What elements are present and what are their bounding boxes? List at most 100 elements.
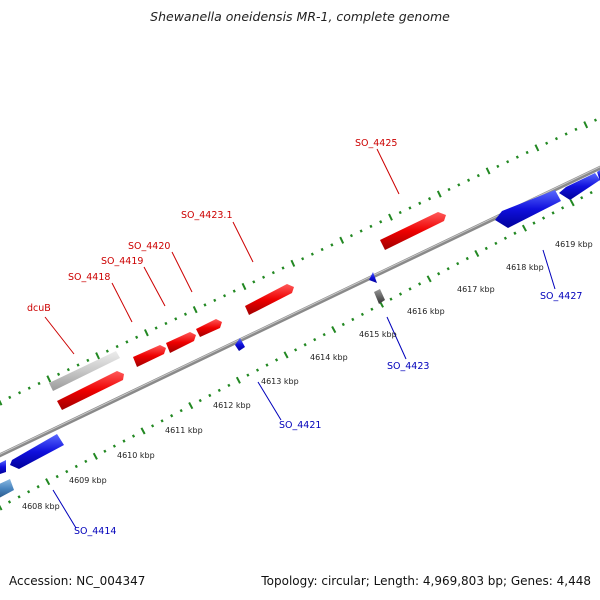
tick-mark: [143, 329, 149, 337]
gene-labels: dcuB SO_4418 SO_4419 SO_4420 SO_4423.1 S…: [27, 138, 582, 537]
callout-lines: [44, 148, 556, 529]
tick-mark: [428, 197, 432, 201]
tick-mark: [294, 348, 298, 352]
tick-mark: [183, 312, 187, 316]
tick-mark: [55, 474, 59, 479]
tick-mark: [341, 322, 345, 327]
tick-mark: [246, 373, 250, 377]
tick-mark: [86, 358, 90, 363]
callout-SO_4423.1: [232, 221, 254, 263]
tick-mark: [198, 398, 202, 403]
tick-mark: [485, 167, 491, 175]
tick-mark: [76, 363, 80, 367]
tick-mark: [506, 160, 510, 164]
tick-mark: [310, 252, 314, 256]
tick-mark: [252, 280, 256, 284]
callout-SO_4420: [171, 251, 193, 293]
tick-mark: [418, 282, 422, 286]
callout-SO_4414: [52, 489, 77, 529]
callout-SO_4419: [143, 266, 166, 307]
tick-mark: [115, 344, 119, 349]
tick-mark: [154, 326, 158, 330]
tick-mark: [426, 275, 432, 283]
tick-mark: [474, 249, 480, 258]
tick-mark: [359, 229, 363, 233]
tick-mark: [513, 231, 517, 235]
tick-mark: [580, 196, 584, 200]
kbp-label: 4609 kbp: [69, 476, 107, 485]
tick-mark: [160, 419, 164, 423]
tick-mark: [265, 363, 269, 367]
gene-red-5[interactable]: [245, 284, 294, 315]
tick-mark: [313, 337, 317, 342]
tick-mark: [398, 292, 403, 296]
gene-pseudo-dcuB[interactable]: [49, 351, 120, 391]
genome-backbone: [0, 165, 600, 458]
tick-mark: [232, 289, 236, 293]
gene-blue-2[interactable]: [10, 434, 64, 469]
label-SO_4425: SO_4425: [355, 138, 397, 149]
gene-red-2[interactable]: [133, 345, 166, 367]
tick-mark: [125, 340, 129, 344]
tick-mark: [151, 424, 155, 428]
tick-mark: [103, 449, 107, 453]
tick-mark: [574, 127, 578, 132]
tick-mark: [131, 434, 136, 438]
tick-mark: [418, 201, 422, 205]
gene-blue-3[interactable]: [235, 338, 245, 351]
tick-mark: [281, 266, 285, 270]
tick-mark: [203, 303, 207, 307]
gene-red-3[interactable]: [166, 332, 196, 353]
gene-red-4[interactable]: [196, 319, 222, 337]
tick-mark: [46, 375, 52, 383]
tick-mark: [208, 393, 212, 398]
tick-mark: [330, 243, 334, 247]
callout-SO_4421: [257, 381, 282, 421]
tick-mark: [437, 272, 441, 276]
tick-mark: [27, 386, 31, 390]
tick-mark: [18, 391, 22, 395]
tick-mark: [503, 236, 507, 240]
gene-blue-6[interactable]: [559, 173, 600, 200]
tick-mark: [331, 326, 337, 334]
tick-mark: [179, 408, 183, 413]
tick-mark: [235, 376, 241, 384]
tick-mark: [408, 287, 412, 291]
tick-mark: [360, 312, 364, 317]
tick-mark: [569, 199, 575, 207]
gene-grey-small[interactable]: [374, 289, 385, 304]
tick-mark: [534, 144, 540, 152]
tick-mark: [174, 317, 178, 321]
kbp-label: 4608 kbp: [22, 502, 60, 511]
tick-mark: [301, 257, 305, 261]
gene-blue-5[interactable]: [495, 190, 561, 228]
gene-steel-1[interactable]: [0, 479, 14, 498]
tick-mark: [135, 335, 139, 339]
gene-red-1[interactable]: [57, 371, 124, 410]
tick-mark: [303, 343, 307, 347]
tick-mark: [436, 190, 442, 198]
callout-SO_4423: [386, 316, 407, 360]
gene-blue-4[interactable]: [369, 272, 377, 283]
tick-mark: [17, 495, 21, 499]
tick-mark: [322, 332, 326, 337]
tick-mark: [369, 224, 373, 229]
kbp-label: 4619 kbp: [555, 240, 593, 249]
callout-SO_4418: [111, 282, 133, 323]
label-SO_4419: SO_4419: [101, 256, 143, 267]
tick-mark: [36, 485, 40, 489]
kbp-label: 4610 kbp: [117, 451, 155, 460]
tick-mark: [521, 224, 527, 232]
tick-mark: [564, 132, 568, 136]
tick-mark: [551, 211, 555, 215]
label-SO_4418: SO_4418: [68, 272, 110, 283]
kbp-label: 4613 kbp: [261, 377, 299, 386]
callout-SO_4425: [376, 148, 400, 195]
tick-mark: [484, 246, 488, 251]
gene-blue-7[interactable]: [597, 170, 600, 181]
gene-blue-1[interactable]: [0, 460, 6, 474]
kbp-label: 4615 kbp: [359, 330, 397, 339]
gene-red-6[interactable]: [380, 212, 446, 250]
tick-mark: [95, 352, 101, 360]
tick-mark: [170, 414, 174, 418]
